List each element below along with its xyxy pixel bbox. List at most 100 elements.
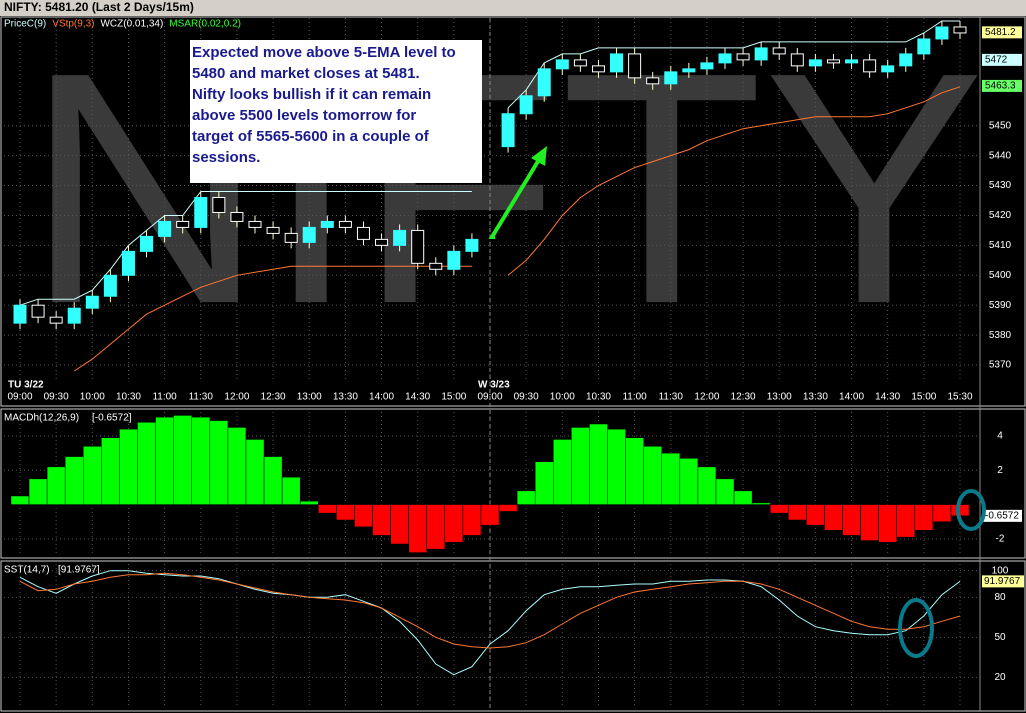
macd-bar [245, 439, 265, 505]
annotation-line: above 5500 levels tomorrow for [192, 107, 416, 124]
macd-bar [444, 504, 464, 543]
panel-readout: [-0.6572] [92, 413, 132, 424]
candle-body [302, 226, 316, 243]
x-tick-label: 13:00 [297, 392, 322, 403]
highlight-circle [956, 489, 986, 531]
macd-bar [860, 504, 879, 541]
candle-body [411, 229, 425, 264]
candle-body [393, 229, 407, 246]
macd-bar [408, 504, 427, 553]
value-tag [982, 575, 1024, 588]
x-tick-label: 12:30 [731, 392, 756, 403]
candle-body [140, 235, 154, 252]
candle-body [103, 274, 117, 297]
x-tick-label: 11:30 [659, 392, 684, 403]
legend-entry: WCZ(0.01,34) [100, 19, 163, 30]
macd-bar [534, 461, 554, 505]
price-marker-label: 5463.3 [985, 81, 1016, 92]
y-tick-label: 5380 [989, 330, 1012, 341]
macd-bar [625, 437, 644, 505]
macd-bar [878, 504, 897, 543]
candle-body [212, 197, 226, 213]
macd-bar [191, 416, 211, 505]
macd-bar [553, 439, 572, 505]
x-tick-label: 14:30 [875, 392, 900, 403]
macd-bar [227, 427, 247, 505]
price-panel-frame [0, 16, 1026, 407]
candle-body [646, 77, 660, 85]
y-tick-label: 5410 [989, 240, 1012, 251]
candle-body [85, 295, 99, 309]
candle-body [863, 59, 877, 73]
candle-body [881, 65, 895, 73]
macd-bar [751, 502, 771, 505]
candle-body [31, 304, 45, 318]
y-tick-label: 5370 [989, 360, 1012, 371]
macd-bar [299, 500, 319, 505]
macd-bar [426, 504, 446, 550]
x-tick-label: 10:00 [550, 392, 575, 403]
y-tick-label: 100 [992, 565, 1009, 576]
candle-body [845, 59, 859, 64]
candle-body [121, 250, 135, 276]
macd-bar [64, 456, 84, 505]
candle-body [537, 68, 551, 97]
macd-bar [336, 504, 355, 521]
macd-bar [571, 427, 590, 505]
price-marker-label: 5481.2 [985, 27, 1016, 38]
macd-bar [480, 504, 500, 526]
x-tick-label: 13:00 [767, 392, 792, 403]
macd-bar [842, 504, 861, 536]
y-tick-label: 20 [994, 672, 1006, 683]
macd-bar [318, 504, 337, 514]
macd-bar [390, 504, 409, 545]
macd-bar [372, 504, 391, 536]
indicator-line [19, 20, 960, 306]
legend-entry: VStp(9,3) [52, 19, 94, 30]
macd-bar [589, 423, 608, 505]
x-tick-label: 12:30 [261, 392, 286, 403]
y-tick-label: 5440 [989, 150, 1012, 161]
chart-title: NIFTY: 5481.20 (Last 2 Days/15m) [4, 0, 194, 14]
watermark-layer: NIFTY [25, 3, 985, 372]
y-tick-label: -2 [996, 533, 1005, 544]
panel-title: SST(14,7) [4, 565, 50, 576]
macd-bar [697, 466, 717, 505]
macd-bar [498, 504, 518, 512]
candle-body [953, 26, 967, 34]
macd-bar [155, 416, 174, 505]
price-marker [982, 26, 1022, 39]
candle-body [465, 238, 479, 252]
macd-bar [715, 478, 735, 505]
candle-body [772, 47, 786, 55]
y-tick-label: 80 [994, 592, 1006, 603]
macd-bar [806, 504, 825, 526]
price-marker [982, 53, 1022, 66]
candle-body [899, 53, 913, 67]
y-tick-label: 5390 [989, 300, 1012, 311]
y-tick-label: 50 [994, 632, 1006, 643]
macd-bar [932, 504, 952, 522]
candle-body [501, 113, 515, 148]
x-tick-label: 14:00 [369, 392, 394, 403]
x-tick-label: 10:00 [80, 392, 105, 403]
candle-body [682, 68, 696, 73]
candle-body [700, 62, 714, 70]
y-tick-label: 2 [997, 465, 1003, 476]
candle-body [610, 53, 624, 73]
x-tick-label: 09:30 [514, 392, 539, 403]
candle-body [230, 211, 244, 222]
annotation-line: target of 5565-5600 in a couple of [192, 128, 430, 145]
candle-body [790, 53, 804, 67]
session-label: W 3/23 [478, 380, 510, 391]
macd-bar [173, 415, 192, 505]
candle-body [736, 53, 750, 61]
x-tick-label: 11:00 [152, 392, 177, 403]
panel-readout: [91.9767] [58, 565, 100, 576]
macd-bar [733, 490, 753, 505]
y-tick-label: 5430 [989, 180, 1012, 191]
macd-bar [28, 478, 48, 505]
watermark: NIFTY [25, 3, 985, 372]
macd-bar [824, 504, 843, 531]
